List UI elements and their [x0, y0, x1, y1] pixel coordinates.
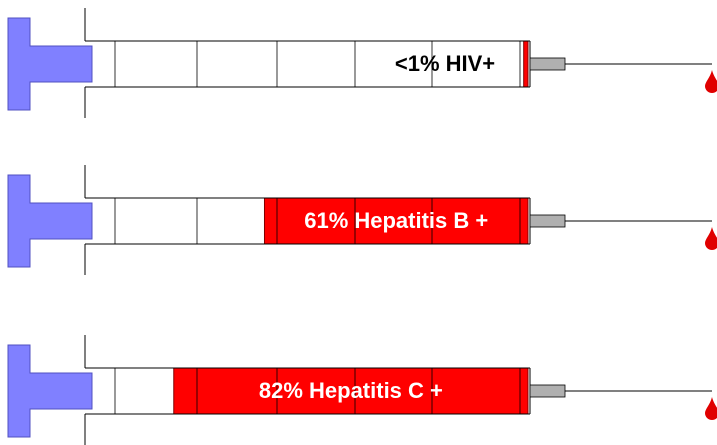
- needle-hub: [530, 385, 565, 397]
- needle-hub: [530, 58, 565, 70]
- blood-drop: [705, 70, 717, 93]
- blood-drop: [705, 397, 717, 420]
- fill-level: [524, 41, 528, 87]
- data-label: <1% HIV+: [395, 51, 495, 76]
- data-label: 61% Hepatitis B +: [304, 208, 488, 233]
- plunger: [8, 175, 92, 267]
- data-label: 82% Hepatitis C +: [259, 378, 443, 403]
- plunger: [8, 345, 92, 437]
- plunger: [8, 18, 92, 110]
- blood-drop: [705, 227, 717, 250]
- needle-hub: [530, 215, 565, 227]
- chart: <1% HIV+ 61% Hepatitis B + 82% Hepatitis C…: [0, 0, 717, 445]
